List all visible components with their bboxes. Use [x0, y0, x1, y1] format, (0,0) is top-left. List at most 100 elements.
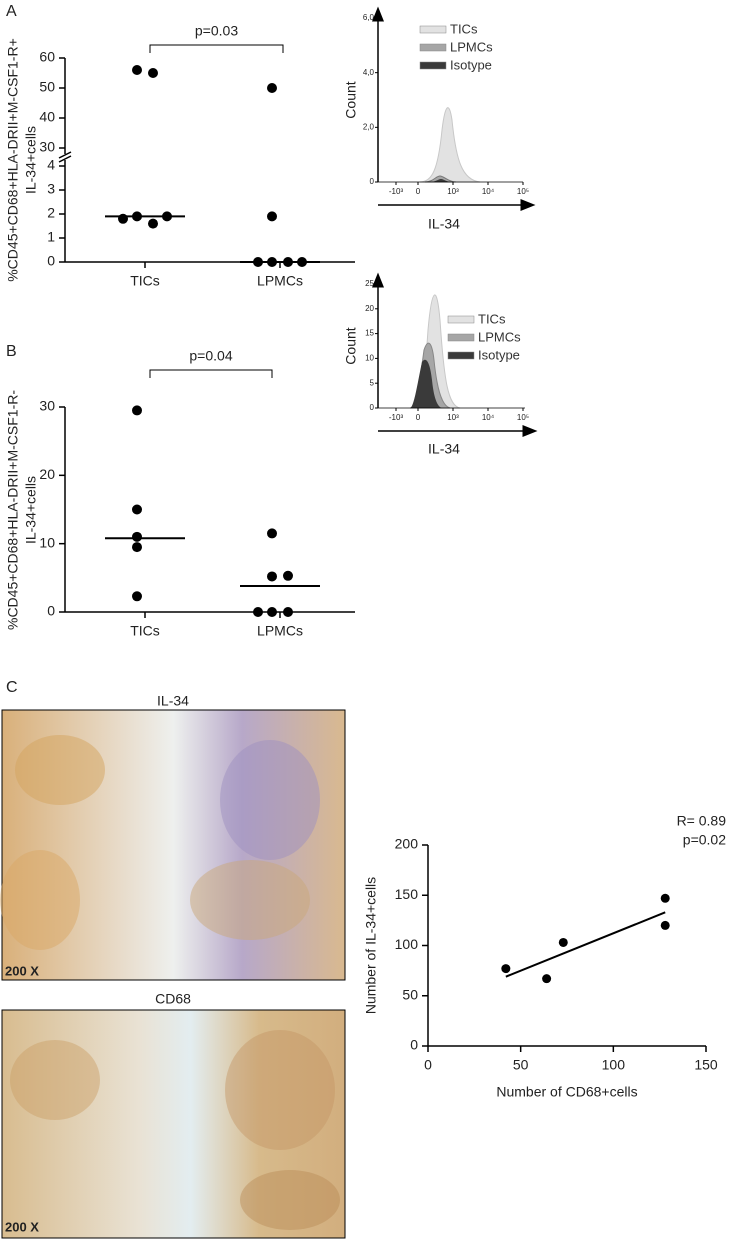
data-point	[558, 937, 568, 947]
data-point	[267, 528, 277, 539]
y-tick-label: 100	[395, 936, 419, 952]
data-point	[542, 974, 552, 984]
y-tick-label: 10	[365, 354, 374, 363]
data-point	[132, 542, 142, 553]
data-point	[132, 65, 142, 75]
y-axis-label: %CD45+CD68+HLA-DRII+M-CSF1-R-	[5, 390, 21, 630]
y-axis-label: IL-34+cells	[23, 126, 39, 194]
data-point	[267, 211, 277, 222]
legend-label: TICs	[450, 21, 478, 36]
y-axis-label: Count	[343, 81, 359, 118]
data-point	[118, 213, 128, 224]
x-tick-label: -10³	[389, 413, 404, 422]
legend-swatch	[419, 25, 447, 34]
x-tick-label: TICs	[130, 273, 160, 289]
y-tick-label: 2,0	[363, 122, 375, 131]
x-tick-label: 10⁴	[482, 187, 495, 196]
x-tick-label: 50	[513, 1057, 529, 1073]
x-tick-label: LPMCs	[257, 623, 303, 639]
data-point	[132, 504, 142, 515]
y-tick-label: 4,0	[363, 68, 375, 77]
y-tick-label: 25	[365, 279, 374, 288]
data-point	[297, 257, 307, 267]
y-tick-label: 0	[370, 403, 375, 412]
x-tick-label: 0	[416, 187, 421, 196]
data-point	[148, 68, 158, 78]
x-axis-label: IL-34	[428, 216, 460, 232]
y-tick-label: 30	[39, 398, 55, 414]
y-tick-label: 0	[47, 603, 55, 619]
y-tick-label: 40	[39, 109, 55, 125]
annotation: p=0.02	[683, 832, 726, 848]
data-point	[253, 257, 263, 267]
y-axis-label: Number of IL-34+cells	[363, 877, 379, 1014]
x-tick-label: 10³	[447, 413, 459, 422]
y-tick-label: 150	[395, 886, 419, 902]
panel-label: B	[6, 343, 17, 360]
data-point	[132, 531, 142, 542]
y-tick-label: 0	[410, 1037, 418, 1053]
annotation: p=0.03	[195, 23, 238, 39]
y-tick-label: 10	[39, 534, 55, 550]
y-tick-label: 1	[47, 229, 55, 245]
data-point	[267, 257, 277, 267]
data-point	[148, 218, 158, 229]
y-tick-label: 20	[39, 466, 55, 482]
data-point	[253, 607, 263, 617]
legend-swatch	[447, 351, 475, 360]
y-tick-label: 2	[47, 205, 55, 221]
y-axis-label: Count	[343, 327, 359, 364]
y-axis-label: %CD45+CD68+HLA-DRII+M-CSF1-R+	[5, 38, 21, 282]
data-point	[660, 920, 670, 930]
x-tick-label: 0	[416, 413, 421, 422]
legend-label: TICs	[478, 311, 506, 326]
legend-swatch	[447, 315, 475, 324]
x-tick-label: 10⁵	[517, 187, 529, 196]
magnification: 200 X	[5, 963, 39, 978]
legend-label: LPMCs	[450, 39, 493, 54]
x-tick-label: TICs	[130, 623, 160, 639]
annotation: R= 0.89	[677, 813, 727, 829]
x-axis-label: IL-34	[428, 441, 460, 457]
y-axis-label: IL-34+cells	[23, 476, 39, 544]
y-tick-label: 60	[39, 49, 55, 65]
x-tick-label: 100	[602, 1057, 626, 1073]
magnification: 200 X	[5, 1219, 39, 1234]
y-tick-label: 50	[402, 986, 418, 1002]
data-point	[283, 257, 293, 267]
legend-label: Isotype	[450, 57, 492, 72]
x-tick-label: LPMCs	[257, 273, 303, 289]
y-tick-label: 5	[370, 378, 375, 387]
y-tick-label: 20	[365, 304, 374, 313]
y-tick-label: 3	[47, 181, 55, 197]
trendline	[505, 911, 666, 978]
legend-swatch	[447, 333, 475, 342]
x-tick-label: 150	[694, 1057, 718, 1073]
y-tick-label: 4	[47, 157, 55, 173]
micrograph: 200 X	[1, 1009, 346, 1239]
x-tick-label: 10⁴	[482, 413, 495, 422]
axis-break	[58, 155, 72, 163]
data-point	[132, 405, 142, 416]
legend-swatch	[419, 61, 447, 70]
x-axis-label: Number of CD68+cells	[496, 1084, 637, 1100]
y-tick-label: 200	[395, 836, 419, 852]
data-point	[267, 83, 277, 93]
y-tick-label: 6,0	[363, 13, 375, 22]
y-tick-label: 15	[365, 329, 374, 338]
x-tick-label: 10³	[447, 187, 459, 196]
data-point	[267, 571, 277, 582]
data-point	[283, 607, 293, 617]
y-tick-label: 0	[47, 253, 55, 269]
data-point	[501, 964, 511, 974]
legend-label: Isotype	[478, 347, 520, 362]
x-tick-label: -10³	[389, 187, 404, 196]
x-tick-label: 10⁵	[517, 413, 529, 422]
histogram-curves	[409, 107, 481, 409]
y-tick-label: 0	[370, 177, 375, 186]
data-point	[660, 893, 670, 903]
annotation: p=0.04	[189, 348, 232, 364]
y-tick-label: 30	[39, 139, 55, 155]
